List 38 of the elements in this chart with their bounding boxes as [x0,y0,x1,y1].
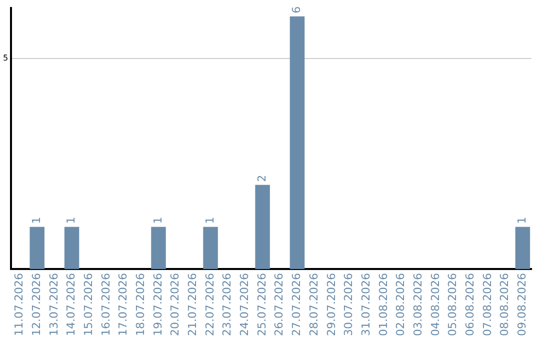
x-tick-label: 17.07.2026 [116,273,130,336]
x-tick-label: 20.07.2026 [168,273,182,336]
data-label: 1 [203,216,216,224]
x-tick-label: 31.07.2026 [359,273,372,336]
x-tick-label: 03.08.2026 [411,273,424,336]
x-tick-label: 27.07.2026 [290,273,304,336]
x-tick-label: 12.07.2026 [30,273,43,336]
data-label: 1 [516,216,529,224]
x-tick-label: 24.07.2026 [238,273,252,336]
x-tick-label: 25.07.2026 [255,273,268,336]
x-tick-label: 06.08.2026 [464,273,476,336]
x-tick-label: 08.08.2026 [498,273,512,336]
x-tick-label: 21.07.2026 [186,273,200,336]
x-tick-label: 22.07.2026 [203,273,216,336]
x-tick-label: 23.07.2026 [220,273,234,336]
x-tick-label: 01.08.2026 [376,273,390,336]
data-label: 1 [151,216,164,224]
data-label: 2 [255,174,268,182]
y-tick-label: 5 [2,54,8,63]
x-tick-label: 30.07.2026 [342,273,356,336]
x-tick-label: 15.07.2026 [82,273,95,336]
x-tick-label: 28.07.2026 [307,273,320,336]
x-tick-label: 14.07.2026 [64,273,78,336]
data-label: 6 [290,6,304,14]
x-tick-label: 29.07.2026 [324,273,338,336]
x-tick-label: 13.07.2026 [47,273,60,336]
x-tick-label: 11.07.2026 [12,273,26,336]
data-label: 1 [64,216,78,224]
x-tick-label: 19.07.2026 [151,273,164,336]
data-label: 1 [30,216,43,224]
x-tick-label: 26.07.2026 [272,273,286,336]
x-tick-label: 09.08.2026 [516,273,529,336]
x-tick-label: 05.08.2026 [446,273,460,336]
x-tick-label: 18.07.2026 [134,273,148,336]
x-tick-label: 02.08.2026 [394,273,408,336]
x-tick-label: 04.08.2026 [428,273,442,336]
x-tick-label: 16.07.2026 [99,273,112,336]
x-tick-label: 07.08.2026 [480,273,494,336]
